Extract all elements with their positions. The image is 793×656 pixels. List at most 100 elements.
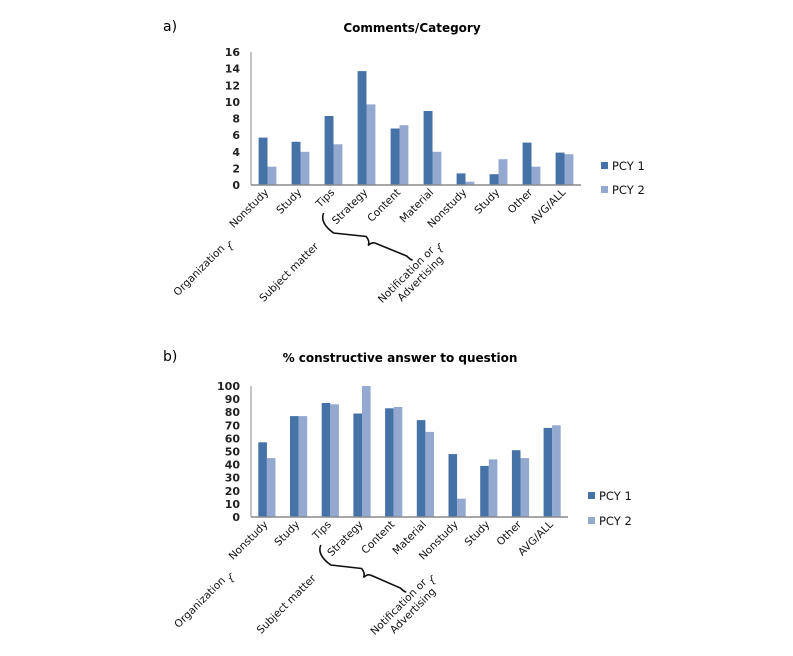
bar-pcy-1-6 [448, 454, 458, 517]
group-organization: {Organization [171, 239, 235, 298]
chart-b-x-labels: Nonstudy Study TipsStrategyContentMaterial… [227, 518, 556, 562]
chart-a-bars [258, 71, 574, 186]
chart-b: b) % constructive answer to question 0 10… [163, 349, 632, 638]
bar-pcy-1-7 [489, 174, 499, 185]
bar-pcy-2-0 [267, 166, 277, 185]
bar-pcy-2-1 [300, 151, 310, 186]
y-tick-label: 0 [232, 179, 240, 192]
bar-pcy-1-1 [290, 416, 299, 517]
y-tick-label: 100 [217, 380, 240, 393]
group-label: Subject matter [257, 240, 321, 304]
bar-pcy-2-5 [425, 431, 434, 517]
chart-a-x-labels: Nonstudy Study TipsStrategyContentMaterial… [227, 186, 568, 230]
legend-swatch [588, 492, 595, 499]
y-tick-label: 2 [232, 162, 240, 175]
bar-pcy-2-8 [520, 458, 530, 517]
brace-icon [319, 544, 407, 593]
bar-pcy-1-3 [357, 71, 367, 185]
bar-pcy-2-7 [498, 159, 508, 185]
bar-pcy-2-8 [531, 166, 541, 185]
bar-pcy-1-8 [511, 450, 521, 517]
chart-b-title: % constructive answer to question [283, 351, 518, 365]
bar-pcy-2-4 [399, 125, 409, 185]
bar-pcy-2-0 [266, 458, 276, 517]
bar-pcy-1-9 [543, 427, 553, 517]
legend-swatch [601, 162, 608, 169]
y-tick-label: 30 [225, 472, 241, 485]
legend-swatch [601, 186, 608, 193]
y-tick-label: 20 [225, 485, 241, 498]
bar-pcy-1-2 [324, 116, 334, 185]
bar-pcy-1-4 [390, 128, 400, 185]
y-tick-label: 6 [232, 129, 240, 142]
bar-pcy-2-5 [432, 151, 442, 186]
group-organization: {Organization [172, 571, 236, 630]
bar-pcy-2-3 [362, 386, 371, 517]
y-tick-label: 4 [232, 146, 240, 159]
y-tick-label: 8 [232, 113, 240, 126]
bar-pcy-1-6 [456, 173, 466, 185]
y-tick-label: 16 [225, 46, 241, 59]
chart-a: a) Comments/Category 0 2 4 6 8 10 12 14 16 Nonst… [163, 19, 645, 306]
bar-pcy-2-6 [457, 498, 466, 517]
brace-icon: { [427, 573, 437, 587]
x-tick-label: Tips [313, 187, 337, 211]
y-tick-label: 14 [225, 63, 241, 76]
x-tick-label: Nonstudy [227, 519, 271, 563]
x-tick-label: Content [365, 187, 403, 225]
bar-pcy-1-5 [416, 420, 426, 517]
x-tick-label: Study [272, 519, 302, 549]
bar-pcy-2-2 [330, 404, 339, 517]
y-tick-label: 12 [225, 79, 240, 92]
x-tick-label: Study [274, 187, 304, 217]
brace-icon: { [435, 241, 445, 255]
bar-pcy-2-2 [333, 144, 343, 185]
brace-icon [321, 212, 413, 261]
y-tick-label: 10 [225, 96, 241, 109]
bar-pcy-1-0 [258, 442, 267, 517]
y-tick-label: 0 [232, 511, 240, 524]
legend-label: PCY 2 [612, 183, 645, 197]
brace-icon: { [225, 239, 235, 253]
bar-pcy-1-7 [480, 465, 489, 517]
legend-item-pcy-2: PCY 2 [588, 514, 632, 528]
bar-pcy-1-8 [522, 142, 532, 185]
x-tick-label: Nonstudy [227, 187, 271, 231]
panel-label-b: b) [163, 349, 177, 365]
x-tick-label: Strategy [330, 187, 370, 227]
legend-label: PCY 1 [612, 159, 645, 173]
chart-a-y-axis-ticks: 0 2 4 6 8 10 12 14 16 [225, 46, 241, 192]
x-tick-label: AVG/ALL [516, 519, 556, 559]
group-label: Organization [171, 243, 227, 299]
legend-label: PCY 1 [599, 489, 632, 503]
y-tick-label: 90 [225, 393, 241, 406]
x-tick-label: Study [472, 187, 502, 217]
legend-item-pcy-2: PCY 2 [601, 183, 645, 197]
bar-pcy-1-5 [423, 111, 433, 185]
chart-a-title: Comments/Category [343, 21, 481, 35]
y-tick-label: 60 [225, 432, 241, 445]
bar-pcy-1-0 [258, 137, 268, 185]
legend-item-pcy-1: PCY 1 [588, 489, 632, 503]
bar-pcy-2-9 [564, 154, 574, 185]
panel-label-a: a) [163, 19, 177, 35]
y-tick-label: 80 [225, 406, 241, 419]
y-tick-label: 50 [225, 446, 241, 459]
bar-pcy-2-1 [298, 416, 308, 517]
x-tick-label: Study [462, 519, 492, 549]
chart-b-legend: PCY 1 PCY 2 [588, 489, 632, 528]
bar-pcy-1-1 [291, 141, 301, 185]
chart-b-category-groups: {Organization Subject matter {Notification… [172, 544, 438, 638]
bar-pcy-2-6 [465, 181, 475, 185]
chart-a-category-groups: {Organization Subject matter {Notification… [171, 212, 446, 306]
bar-pcy-2-3 [366, 104, 376, 185]
chart-a-legend: PCY 1 PCY 2 [601, 159, 645, 197]
y-tick-label: 70 [225, 419, 241, 432]
chart-b-bars [258, 386, 561, 517]
group-label: Subject matter [255, 572, 319, 636]
legend-item-pcy-1: PCY 1 [601, 159, 645, 173]
